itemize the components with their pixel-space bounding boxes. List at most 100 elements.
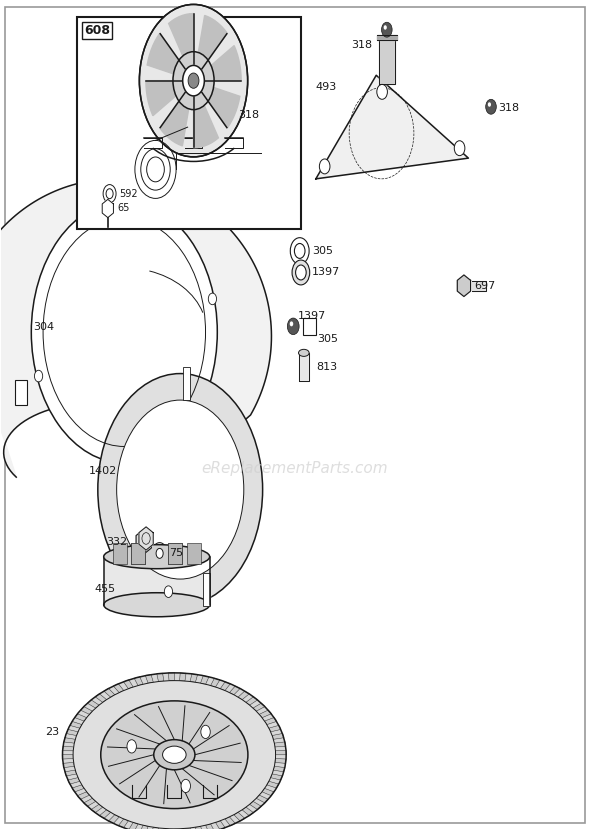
Polygon shape	[267, 781, 278, 788]
Circle shape	[117, 400, 244, 579]
Circle shape	[31, 201, 217, 463]
Polygon shape	[135, 677, 143, 686]
Circle shape	[201, 725, 210, 739]
Polygon shape	[269, 725, 281, 732]
Polygon shape	[220, 681, 230, 691]
Bar	[113, 543, 127, 564]
Text: 455: 455	[95, 584, 116, 594]
Polygon shape	[271, 774, 283, 780]
Circle shape	[173, 51, 214, 110]
Polygon shape	[194, 46, 241, 81]
Polygon shape	[63, 746, 74, 751]
Ellipse shape	[299, 349, 309, 356]
Polygon shape	[113, 684, 124, 692]
Polygon shape	[379, 41, 395, 84]
Polygon shape	[109, 815, 119, 823]
Polygon shape	[151, 828, 159, 830]
Text: 608: 608	[84, 24, 110, 37]
Polygon shape	[299, 353, 309, 381]
Ellipse shape	[63, 673, 286, 830]
Circle shape	[127, 740, 136, 753]
Polygon shape	[194, 16, 227, 81]
Polygon shape	[174, 828, 180, 830]
Polygon shape	[160, 81, 194, 146]
Polygon shape	[147, 33, 194, 81]
Text: 813: 813	[316, 362, 337, 372]
Circle shape	[103, 184, 116, 203]
Polygon shape	[68, 778, 80, 784]
Text: 318: 318	[238, 110, 260, 120]
Ellipse shape	[163, 746, 186, 764]
Text: 318: 318	[498, 104, 519, 114]
Polygon shape	[63, 754, 73, 759]
Bar	[131, 543, 145, 564]
Polygon shape	[238, 691, 249, 700]
Bar	[77, 17, 301, 228]
Text: eReplacementParts.com: eReplacementParts.com	[202, 461, 388, 476]
Circle shape	[382, 22, 392, 37]
Polygon shape	[230, 686, 240, 695]
Polygon shape	[87, 700, 99, 708]
Polygon shape	[104, 557, 209, 605]
Polygon shape	[104, 689, 115, 697]
Bar	[168, 543, 182, 564]
Bar	[303, 318, 316, 334]
Polygon shape	[123, 680, 133, 689]
Circle shape	[290, 237, 309, 264]
Text: 332: 332	[106, 537, 127, 547]
Circle shape	[34, 370, 42, 382]
Circle shape	[292, 260, 310, 285]
Circle shape	[296, 265, 306, 280]
Circle shape	[179, 425, 187, 437]
Polygon shape	[185, 828, 192, 830]
Text: 1397: 1397	[298, 311, 326, 321]
Polygon shape	[190, 674, 198, 682]
Polygon shape	[136, 530, 152, 554]
Polygon shape	[91, 804, 103, 813]
Polygon shape	[84, 798, 96, 806]
Polygon shape	[195, 827, 204, 830]
Circle shape	[188, 73, 199, 88]
Circle shape	[454, 141, 465, 156]
Circle shape	[287, 318, 299, 334]
Circle shape	[264, 110, 267, 115]
Polygon shape	[0, 178, 271, 477]
Polygon shape	[129, 823, 138, 830]
Polygon shape	[77, 792, 90, 799]
Polygon shape	[215, 821, 225, 829]
Polygon shape	[194, 81, 240, 128]
Polygon shape	[157, 673, 164, 681]
Text: 65: 65	[117, 203, 130, 213]
Text: 493: 493	[316, 82, 337, 92]
Circle shape	[156, 549, 163, 559]
Polygon shape	[146, 81, 194, 115]
Polygon shape	[81, 706, 93, 715]
Text: 23: 23	[45, 726, 59, 736]
Polygon shape	[264, 718, 277, 725]
Polygon shape	[194, 81, 218, 148]
Polygon shape	[169, 13, 194, 81]
Bar	[131, 543, 145, 564]
Polygon shape	[242, 807, 254, 816]
Polygon shape	[273, 766, 285, 772]
Circle shape	[152, 543, 168, 564]
Circle shape	[488, 102, 491, 107]
Polygon shape	[471, 281, 486, 290]
Polygon shape	[377, 36, 397, 41]
Polygon shape	[179, 673, 186, 681]
Circle shape	[139, 4, 248, 157]
Polygon shape	[139, 527, 153, 550]
Circle shape	[384, 25, 387, 30]
Polygon shape	[169, 673, 174, 681]
Ellipse shape	[104, 593, 209, 617]
Text: 75: 75	[169, 549, 183, 559]
Circle shape	[261, 108, 272, 123]
Polygon shape	[272, 734, 284, 740]
Polygon shape	[70, 721, 82, 728]
Circle shape	[486, 100, 496, 115]
Circle shape	[98, 374, 263, 606]
Polygon shape	[256, 795, 268, 803]
Ellipse shape	[154, 740, 195, 769]
Polygon shape	[250, 802, 261, 809]
Text: 304: 304	[33, 322, 54, 332]
